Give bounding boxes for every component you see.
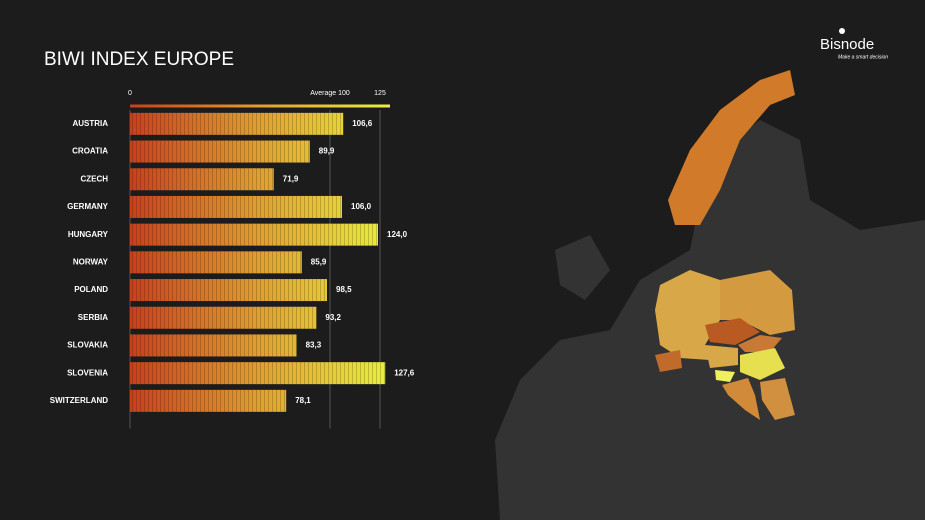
bar-texture [130, 362, 386, 385]
logo-dot [839, 28, 845, 34]
value-label: 83,3 [306, 341, 322, 350]
y-tick-label: GERMANY [67, 202, 109, 211]
x-tick-label: 0 [128, 90, 132, 97]
bar-texture [130, 223, 378, 246]
bar-texture [130, 334, 297, 357]
logo-tagline: Make a smart decision [838, 54, 888, 60]
bar-texture [130, 279, 327, 302]
value-label: 127,6 [394, 368, 415, 377]
y-tick-label: HUNGARY [68, 230, 109, 239]
value-label: 106,0 [351, 202, 372, 211]
slovakia [738, 335, 782, 352]
bar-texture [130, 251, 302, 274]
y-tick-label: SWITZERLAND [50, 396, 108, 405]
value-label: 71,9 [283, 174, 299, 183]
bar-texture [130, 389, 287, 412]
x-tick-label: 125 [374, 90, 386, 97]
y-tick-label: AUSTRIA [72, 119, 108, 128]
y-tick-label: NORWAY [73, 257, 109, 266]
x-tick-label: Average 100 [310, 90, 350, 97]
austria [705, 345, 738, 368]
bar-texture [130, 306, 317, 329]
hungary [740, 348, 785, 380]
chart-title: BIWI INDEX EUROPE [44, 49, 234, 70]
croatia [722, 378, 760, 420]
y-tick-label: SLOVENIA [67, 368, 108, 377]
logo-name: Bisnode [820, 36, 874, 53]
value-label: 106,6 [352, 119, 373, 128]
norway [668, 70, 795, 225]
value-label: 93,2 [325, 313, 341, 322]
y-tick-label: SLOVAKIA [67, 341, 108, 350]
value-label: 89,9 [319, 147, 335, 156]
bar-texture [130, 195, 342, 218]
british-isles [555, 235, 610, 300]
value-label: 98,5 [336, 285, 352, 294]
bar-texture [130, 140, 310, 163]
y-tick-label: CZECH [80, 174, 108, 183]
value-label: 78,1 [295, 396, 311, 405]
switzerland [655, 350, 682, 372]
bar-texture [130, 112, 344, 135]
value-label: 85,9 [311, 257, 327, 266]
bar-texture [130, 168, 274, 191]
value-label: 124,0 [387, 230, 408, 239]
y-tick-label: CROATIA [72, 147, 108, 156]
map [495, 70, 925, 520]
slovenia [715, 370, 735, 382]
serbia [760, 378, 795, 420]
germany [655, 270, 720, 360]
y-tick-label: POLAND [74, 285, 108, 294]
czech [705, 318, 760, 345]
y-tick-label: SERBIA [78, 313, 108, 322]
